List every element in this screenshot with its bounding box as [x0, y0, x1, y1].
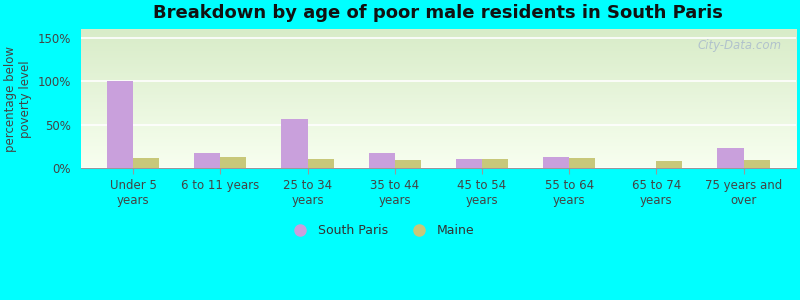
Bar	[307, 159, 334, 168]
Bar	[743, 160, 770, 168]
Bar	[656, 161, 682, 168]
Text: City-Data.com: City-Data.com	[698, 39, 782, 52]
Bar	[369, 153, 394, 168]
Bar	[107, 81, 133, 168]
Bar	[718, 148, 743, 168]
Bar	[569, 158, 595, 168]
Bar	[194, 153, 220, 168]
Title: Breakdown by age of poor male residents in South Paris: Breakdown by age of poor male residents …	[154, 4, 723, 22]
Bar	[282, 118, 307, 168]
Bar	[543, 157, 569, 168]
Bar	[482, 159, 508, 168]
Legend: South Paris, Maine: South Paris, Maine	[283, 219, 479, 242]
Bar	[133, 158, 159, 168]
Bar	[456, 159, 482, 168]
Bar	[220, 157, 246, 168]
Y-axis label: percentage below
poverty level: percentage below poverty level	[4, 46, 32, 152]
Bar	[394, 160, 421, 168]
